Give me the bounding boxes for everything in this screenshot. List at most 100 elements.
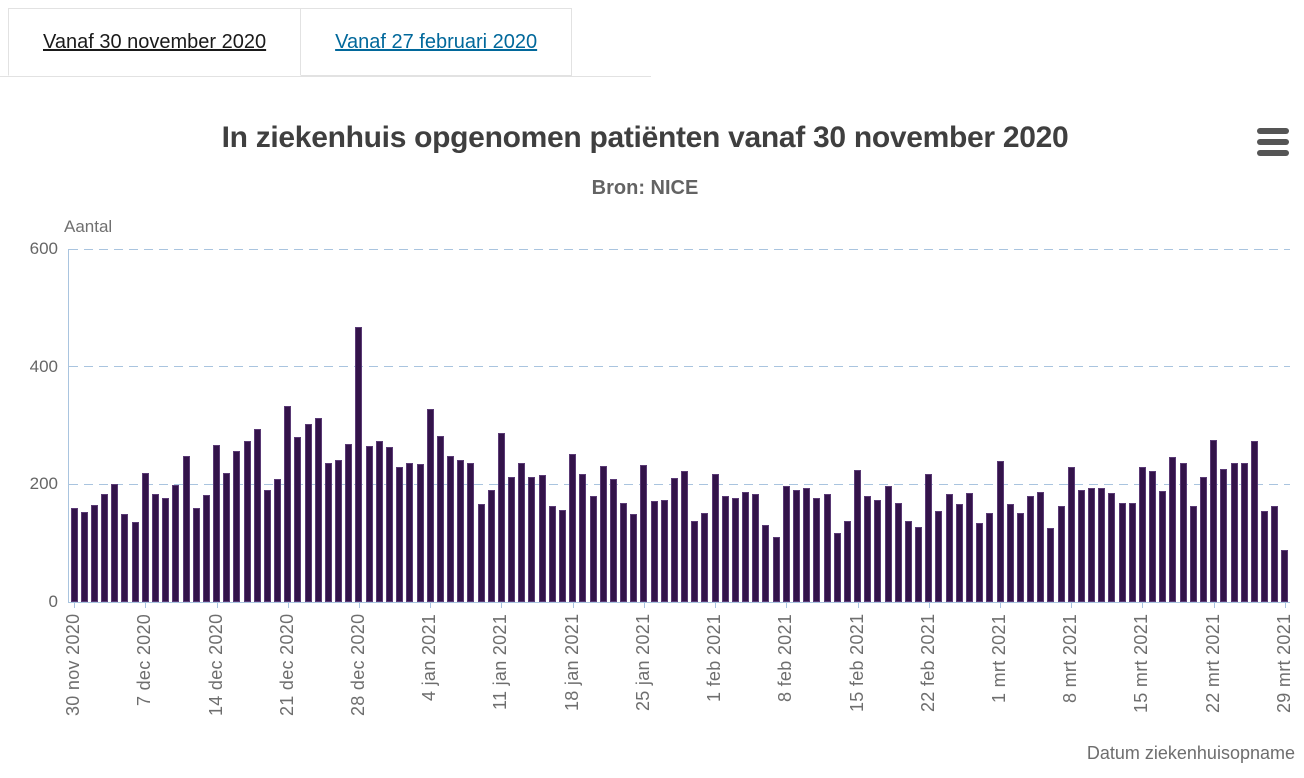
tab-vanaf-30-november-2020[interactable]: Vanaf 30 november 2020 (8, 8, 302, 76)
bar-2-feb-2021[interactable] (721, 495, 729, 602)
bar-13-jan-2021[interactable] (518, 462, 526, 602)
bar-24-mrt-2021[interactable] (1230, 462, 1238, 602)
bar-5-feb-2021[interactable] (752, 494, 760, 602)
bar-1-mrt-2021[interactable] (996, 461, 1004, 602)
bar-30-jan-2021[interactable] (691, 521, 699, 602)
bar-25-feb-2021[interactable] (955, 503, 963, 602)
bar-8-jan-2021[interactable] (467, 463, 475, 602)
bar-14-dec-2020[interactable] (213, 444, 221, 602)
bar-16-jan-2021[interactable] (548, 506, 556, 602)
bar-7-feb-2021[interactable] (772, 536, 780, 602)
bar-20-jan-2021[interactable] (589, 496, 597, 602)
bar-12-jan-2021[interactable] (508, 476, 516, 602)
bar-5-mrt-2021[interactable] (1037, 491, 1045, 602)
bar-3-feb-2021[interactable] (731, 497, 739, 602)
bar-14-mrt-2021[interactable] (1128, 503, 1136, 602)
bar-20-dec-2020[interactable] (274, 479, 282, 602)
bar-18-feb-2021[interactable] (884, 485, 892, 602)
bar-28-dec-2020[interactable] (355, 327, 363, 602)
bar-26-jan-2021[interactable] (650, 501, 658, 602)
bar-17-jan-2021[interactable] (558, 510, 566, 602)
bar-13-mrt-2021[interactable] (1118, 503, 1126, 602)
bar-5-jan-2021[interactable] (436, 435, 444, 602)
bar-21-feb-2021[interactable] (915, 526, 923, 602)
bar-15-mrt-2021[interactable] (1138, 466, 1146, 602)
bar-11-feb-2021[interactable] (813, 498, 821, 602)
bar-22-mrt-2021[interactable] (1210, 439, 1218, 602)
bar-10-feb-2021[interactable] (803, 488, 811, 602)
bar-17-feb-2021[interactable] (874, 499, 882, 602)
bar-27-dec-2020[interactable] (345, 443, 353, 602)
bar-20-feb-2021[interactable] (904, 520, 912, 602)
bar-10-jan-2021[interactable] (487, 489, 495, 602)
hamburger-menu-icon[interactable] (1253, 124, 1293, 160)
bar-22-dec-2020[interactable] (294, 437, 302, 602)
bar-12-feb-2021[interactable] (823, 493, 831, 602)
bar-9-mrt-2021[interactable] (1077, 489, 1085, 602)
bar-19-mrt-2021[interactable] (1179, 463, 1187, 602)
bar-28-mrt-2021[interactable] (1271, 505, 1279, 602)
bar-2-mrt-2021[interactable] (1006, 504, 1014, 602)
bar-31-dec-2020[interactable] (386, 447, 394, 602)
bar-17-dec-2020[interactable] (243, 440, 251, 602)
bar-18-mrt-2021[interactable] (1169, 456, 1177, 602)
bar-22-feb-2021[interactable] (925, 473, 933, 602)
bar-4-feb-2021[interactable] (742, 491, 750, 602)
bar-26-mrt-2021[interactable] (1250, 441, 1258, 602)
bar-30-nov-2020[interactable] (70, 507, 78, 602)
bar-6-feb-2021[interactable] (762, 524, 770, 602)
bar-19-jan-2021[interactable] (579, 474, 587, 602)
bar-9-feb-2021[interactable] (793, 489, 801, 602)
bar-12-mrt-2021[interactable] (1108, 492, 1116, 602)
bar-28-feb-2021[interactable] (986, 512, 994, 602)
bar-10-mrt-2021[interactable] (1088, 488, 1096, 602)
bar-29-mrt-2021[interactable] (1281, 550, 1289, 602)
bar-26-feb-2021[interactable] (965, 492, 973, 602)
bar-24-feb-2021[interactable] (945, 493, 953, 602)
bar-21-mrt-2021[interactable] (1200, 477, 1208, 602)
bar-18-jan-2021[interactable] (569, 453, 577, 602)
bar-1-jan-2021[interactable] (396, 467, 404, 602)
bar-19-dec-2020[interactable] (263, 490, 271, 602)
bar-9-dec-2020[interactable] (162, 498, 170, 602)
bar-21-jan-2021[interactable] (599, 465, 607, 602)
bar-7-dec-2020[interactable] (141, 472, 149, 602)
bar-13-dec-2020[interactable] (202, 494, 210, 602)
bar-23-jan-2021[interactable] (620, 503, 628, 602)
bar-19-feb-2021[interactable] (894, 503, 902, 602)
tab-vanaf-27-februari-2020[interactable]: Vanaf 27 februari 2020 (301, 8, 573, 76)
bar-31-jan-2021[interactable] (701, 513, 709, 602)
bar-6-jan-2021[interactable] (447, 455, 455, 602)
bar-27-mrt-2021[interactable] (1261, 511, 1269, 602)
bar-9-jan-2021[interactable] (477, 504, 485, 602)
bar-12-dec-2020[interactable] (192, 508, 200, 602)
bar-3-jan-2021[interactable] (416, 464, 424, 602)
bar-4-dec-2020[interactable] (111, 483, 119, 602)
bar-24-jan-2021[interactable] (630, 513, 638, 602)
bar-1-feb-2021[interactable] (711, 473, 719, 602)
bar-2-jan-2021[interactable] (406, 462, 414, 602)
bar-16-dec-2020[interactable] (233, 451, 241, 602)
bar-23-mrt-2021[interactable] (1220, 469, 1228, 602)
bar-25-mrt-2021[interactable] (1240, 462, 1248, 602)
bar-7-mrt-2021[interactable] (1057, 505, 1065, 602)
bar-22-jan-2021[interactable] (609, 479, 617, 602)
bar-25-jan-2021[interactable] (640, 464, 648, 602)
bar-15-feb-2021[interactable] (854, 470, 862, 602)
bar-29-jan-2021[interactable] (681, 470, 689, 602)
bar-11-dec-2020[interactable] (182, 456, 190, 602)
bar-14-feb-2021[interactable] (843, 521, 851, 602)
bar-7-jan-2021[interactable] (457, 460, 465, 602)
bar-28-jan-2021[interactable] (670, 478, 678, 602)
bar-1-dec-2020[interactable] (80, 512, 88, 602)
bar-4-jan-2021[interactable] (426, 409, 434, 602)
bar-30-dec-2020[interactable] (375, 441, 383, 602)
bar-3-mrt-2021[interactable] (1016, 512, 1024, 602)
bar-11-mrt-2021[interactable] (1098, 487, 1106, 602)
bar-21-dec-2020[interactable] (284, 406, 292, 602)
bar-16-mrt-2021[interactable] (1149, 470, 1157, 602)
bar-2-dec-2020[interactable] (90, 504, 98, 602)
bar-6-dec-2020[interactable] (131, 522, 139, 602)
bar-3-dec-2020[interactable] (101, 493, 109, 602)
bar-11-jan-2021[interactable] (497, 433, 505, 602)
